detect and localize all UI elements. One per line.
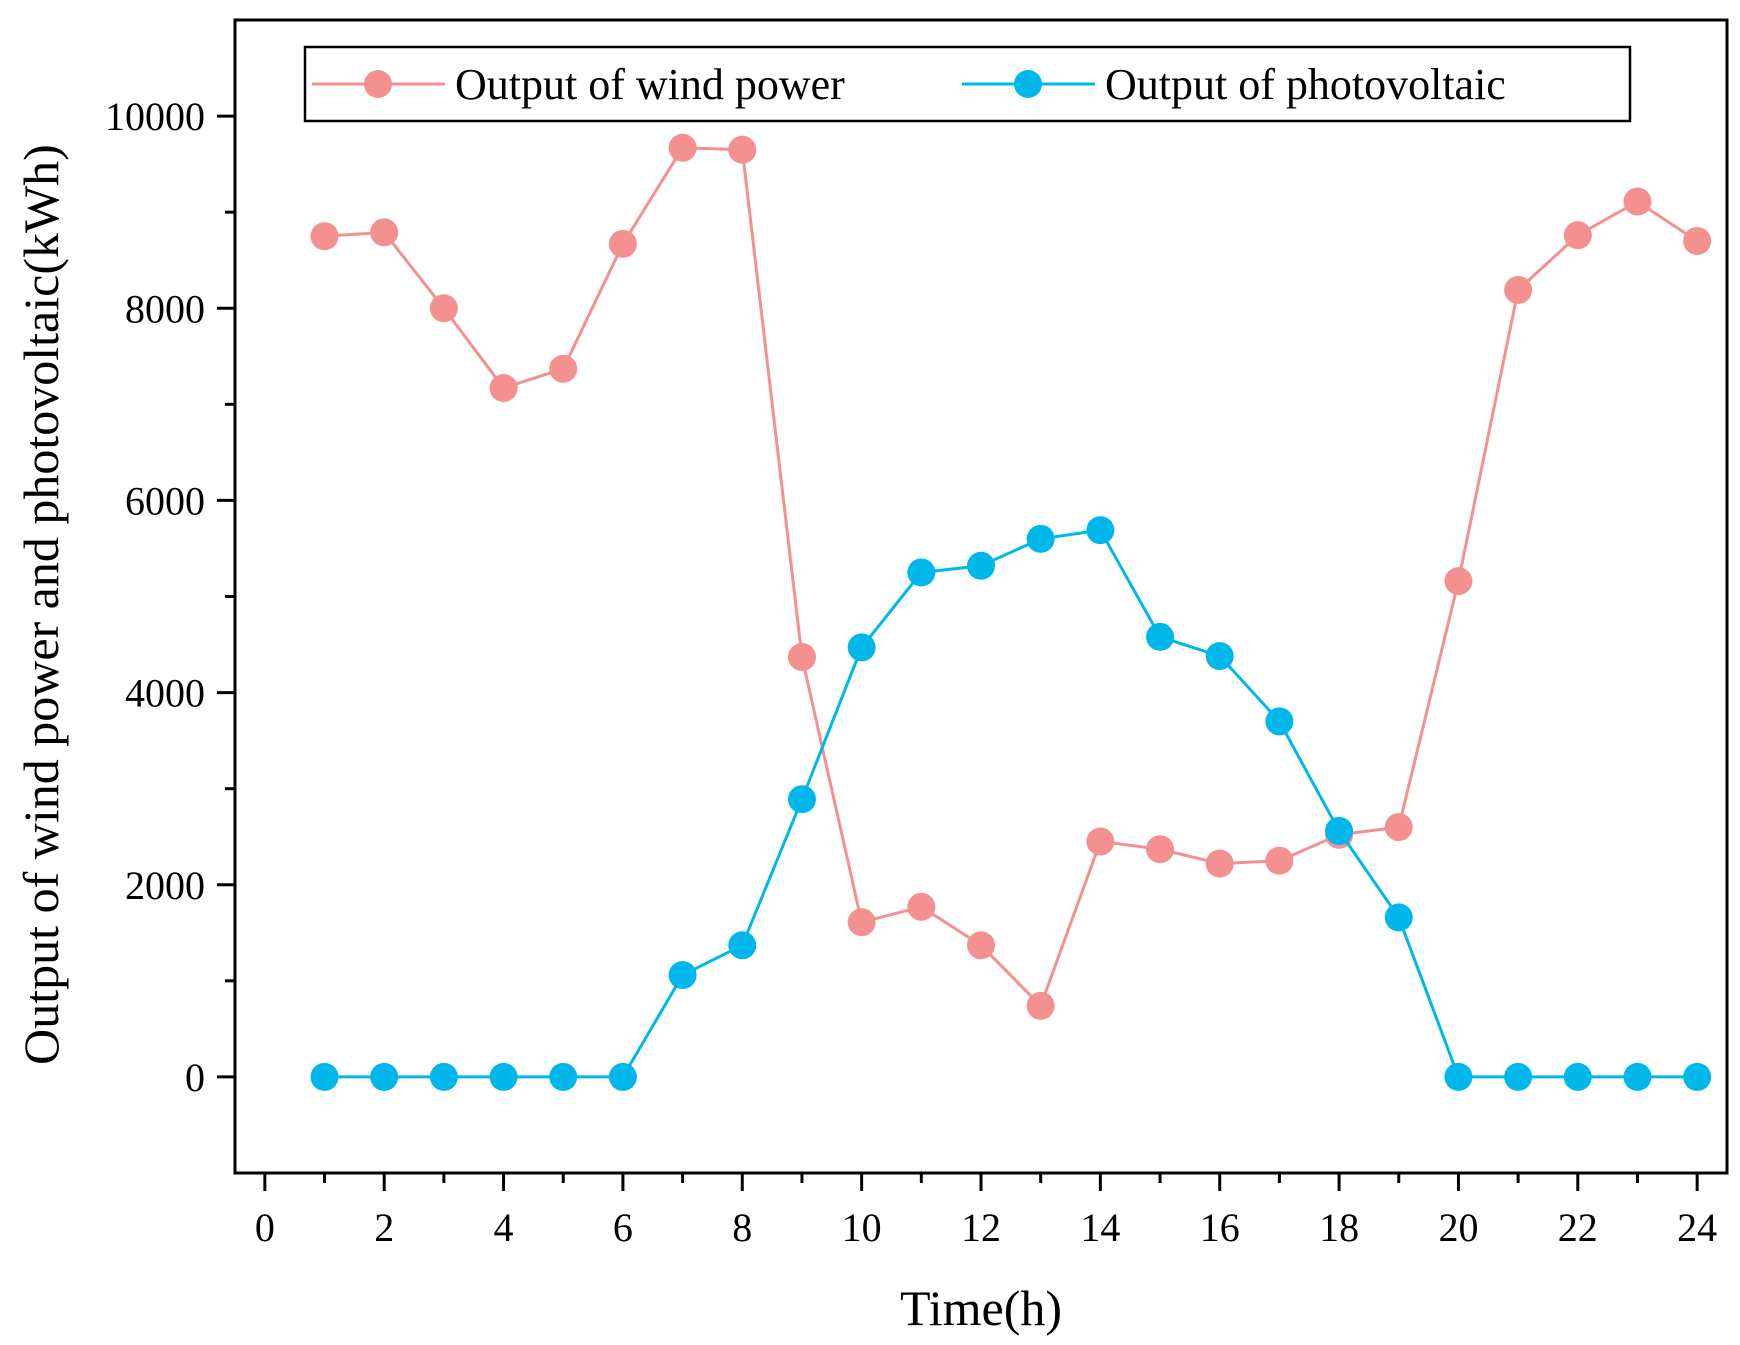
x-tick-label: 10 — [842, 1205, 882, 1250]
data-point-photovoltaic — [1563, 1062, 1592, 1091]
x-tick-label: 8 — [732, 1205, 752, 1250]
x-tick-label: 12 — [961, 1205, 1001, 1250]
data-point-photovoltaic — [1205, 642, 1234, 671]
data-point-photovoltaic — [549, 1062, 578, 1091]
legend-marker-photovoltaic — [1014, 70, 1042, 98]
x-tick-label: 18 — [1319, 1205, 1359, 1250]
data-point-wind — [1146, 835, 1175, 864]
legend-label-photovoltaic: Output of photovoltaic — [1105, 60, 1506, 109]
data-point-wind — [608, 229, 637, 258]
data-point-wind — [1563, 221, 1592, 250]
data-point-wind — [1384, 813, 1413, 842]
y-axis-title: Output of wind power and photovoltaic(kW… — [13, 144, 69, 1065]
data-point-photovoltaic — [1325, 816, 1354, 845]
legend: Output of wind power Output of photovolt… — [303, 45, 1632, 123]
data-point-photovoltaic — [1384, 903, 1413, 932]
series-layer — [310, 133, 1712, 1091]
data-point-photovoltaic — [728, 931, 757, 960]
data-point-photovoltaic — [787, 785, 816, 814]
data-point-photovoltaic — [1026, 524, 1055, 553]
legend-marker-wind — [364, 70, 392, 98]
data-point-wind — [967, 931, 995, 960]
data-point-wind — [1265, 846, 1294, 875]
data-point-wind — [1086, 827, 1115, 856]
data-point-photovoltaic — [1146, 622, 1175, 651]
data-point-photovoltaic — [1623, 1062, 1652, 1091]
data-point-wind — [549, 354, 578, 383]
data-point-photovoltaic — [1683, 1062, 1712, 1091]
data-point-wind — [310, 222, 339, 251]
data-point-photovoltaic — [907, 558, 936, 587]
y-tick-label: 10000 — [105, 94, 205, 139]
plot-frame — [233, 18, 1729, 1175]
data-point-wind — [728, 135, 757, 164]
data-point-photovoltaic — [1086, 516, 1115, 545]
data-point-photovoltaic — [1504, 1062, 1533, 1091]
x-axis-title: Time(h) — [900, 1280, 1062, 1336]
y-tick-label: 6000 — [125, 478, 205, 523]
data-point-photovoltaic — [429, 1062, 458, 1091]
data-point-wind — [1683, 226, 1712, 255]
y-tick-label: 4000 — [125, 671, 205, 716]
data-point-wind — [1623, 187, 1652, 216]
data-point-photovoltaic — [608, 1062, 637, 1091]
data-point-photovoltaic — [489, 1062, 518, 1091]
x-tick-label: 6 — [613, 1205, 633, 1250]
data-point-wind — [370, 218, 399, 247]
legend-label-wind: Output of wind power — [455, 60, 845, 109]
data-point-wind — [847, 908, 876, 937]
ticks-layer: 0 2 4 6 8 10 12 14 16 18 20 22 240200040006000800010… — [105, 94, 1717, 1250]
x-tick-label: 4 — [494, 1205, 514, 1250]
x-tick-label: 16 — [1200, 1205, 1240, 1250]
y-tick-label: 0 — [185, 1055, 205, 1100]
data-point-photovoltaic — [310, 1062, 339, 1091]
data-point-wind — [907, 892, 936, 921]
data-point-wind — [668, 133, 697, 162]
x-tick-label: 0 — [255, 1205, 275, 1250]
data-point-wind — [429, 294, 458, 323]
data-point-wind — [787, 643, 816, 672]
x-tick-label: 2 — [374, 1205, 394, 1250]
data-point-photovoltaic — [1265, 707, 1294, 736]
x-tick-label: 20 — [1438, 1205, 1478, 1250]
data-point-photovoltaic — [967, 551, 995, 580]
data-point-photovoltaic — [370, 1062, 399, 1091]
data-point-photovoltaic — [847, 633, 876, 662]
x-tick-label: 22 — [1558, 1205, 1598, 1250]
data-point-photovoltaic — [668, 961, 697, 990]
data-point-photovoltaic — [1444, 1062, 1473, 1091]
data-point-wind — [1504, 275, 1533, 304]
y-tick-label: 2000 — [125, 863, 205, 908]
series-line-photovoltaic — [324, 528, 1698, 1079]
y-tick-label: 8000 — [125, 286, 205, 331]
data-point-wind — [1205, 849, 1234, 878]
x-tick-label: 24 — [1677, 1205, 1717, 1250]
data-point-wind — [1026, 991, 1055, 1020]
data-point-wind — [1444, 567, 1473, 596]
x-tick-label: 14 — [1080, 1205, 1120, 1250]
series-line-wind — [324, 146, 1698, 1009]
data-point-wind — [489, 373, 518, 402]
